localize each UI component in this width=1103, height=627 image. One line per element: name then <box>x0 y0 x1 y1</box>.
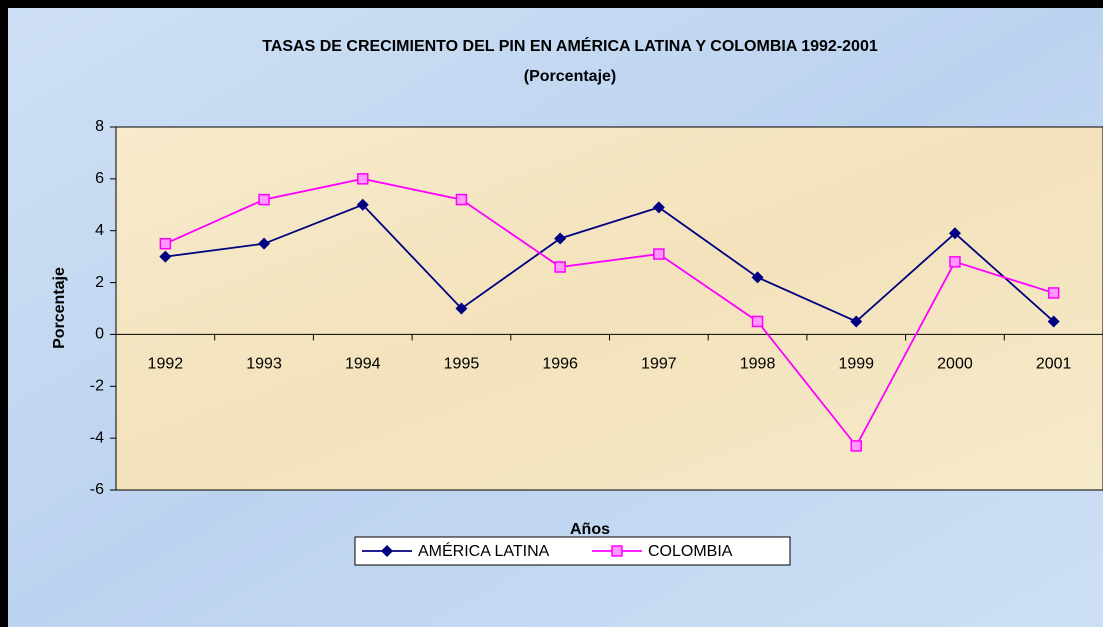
marker <box>159 250 172 263</box>
border-top <box>0 0 1103 8</box>
y-tick-label: 6 <box>95 170 104 187</box>
marker <box>653 248 665 260</box>
y-tick-label: -2 <box>90 378 104 395</box>
y-tick-label: 2 <box>95 274 104 291</box>
marker <box>455 302 468 315</box>
marker <box>258 193 270 206</box>
x-tick-label: 1998 <box>740 356 776 373</box>
marker <box>381 545 393 557</box>
chart-title: TASAS DE CRECIMIENTO DEL PIN EN AMÉRICA … <box>262 36 878 55</box>
y-tick-label: 4 <box>95 222 104 239</box>
x-tick-label: 2001 <box>1036 356 1072 373</box>
series-line <box>164 177 1054 448</box>
marker <box>455 193 468 206</box>
marker <box>1047 315 1060 328</box>
x-tick-label: 2000 <box>937 356 973 373</box>
marker <box>751 315 764 328</box>
x-tick-label: 1999 <box>838 356 874 373</box>
marker <box>949 256 961 268</box>
marker <box>850 315 863 328</box>
marker <box>751 271 764 284</box>
marker <box>948 227 961 240</box>
x-tick-label: 1992 <box>148 356 184 373</box>
y-tick-label: -4 <box>90 429 104 446</box>
y-tick-label: -6 <box>90 481 104 498</box>
x-tick-label: 1993 <box>246 356 282 373</box>
marker <box>611 545 623 557</box>
series-line <box>165 203 1055 323</box>
x-tick-label: 1995 <box>444 356 480 373</box>
marker <box>159 237 172 250</box>
marker <box>652 201 665 214</box>
y-axis-label: Porcentaje <box>51 267 68 349</box>
marker <box>258 237 271 250</box>
legend-label: AMÉRICA LATINA <box>418 541 550 560</box>
legend <box>354 536 791 566</box>
marker <box>356 198 369 211</box>
x-tick-label: 1994 <box>345 356 381 373</box>
x-tick-label: 1997 <box>641 356 677 373</box>
y-tick-label: 8 <box>95 118 104 135</box>
y-tick-label: 0 <box>95 326 104 343</box>
x-tick-label: 1996 <box>542 356 578 373</box>
chart-subtitle: (Porcentaje) <box>524 68 616 85</box>
marker <box>850 440 862 452</box>
marker <box>554 232 567 245</box>
x-axis-label: Años <box>570 521 610 538</box>
marker <box>554 261 566 273</box>
marker <box>1047 287 1060 299</box>
plot-area <box>115 126 1103 491</box>
border-left <box>0 0 8 627</box>
legend-label: COLOMBIA <box>648 543 733 560</box>
marker <box>357 173 369 185</box>
